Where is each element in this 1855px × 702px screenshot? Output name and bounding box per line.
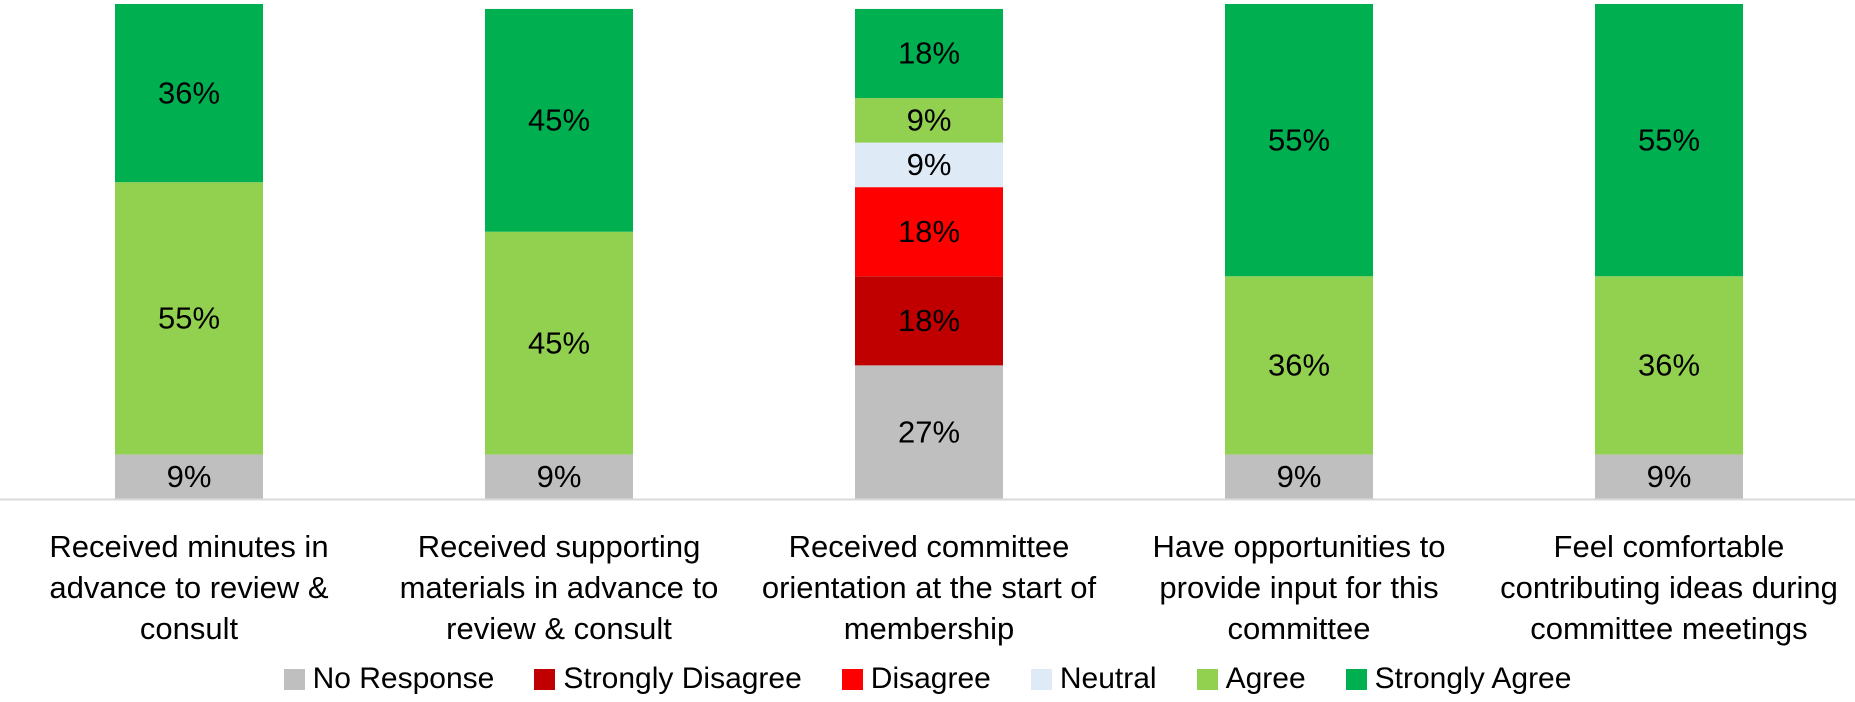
legend-swatch [1196, 668, 1218, 690]
x-tick-label: Have opportunities to provide input for … [1152, 529, 1446, 646]
legend-item: Neutral [1030, 662, 1157, 696]
bar-segment [855, 276, 1003, 366]
data-label: 9% [1277, 459, 1322, 494]
bar-segment [1225, 454, 1373, 499]
data-label: 9% [167, 459, 212, 494]
legend-swatch [283, 668, 305, 690]
data-label: 9% [907, 147, 952, 182]
data-label: 36% [1638, 348, 1700, 383]
data-label: 36% [158, 75, 220, 110]
bar-segment [855, 142, 1003, 188]
data-label: 55% [1268, 122, 1330, 157]
bar-segment [1595, 4, 1743, 277]
bar-segment [485, 8, 633, 232]
bar-segment [485, 454, 633, 499]
bar-segment [1595, 276, 1743, 455]
data-label: 36% [1268, 348, 1330, 383]
legend-label: Strongly Agree [1374, 662, 1572, 695]
legend-item: No Response [283, 662, 495, 696]
bar-segment [855, 187, 1003, 277]
legend-label: Disagree [870, 662, 991, 695]
x-tick-label: Received supporting materials in advance… [399, 529, 719, 646]
bar-segment [115, 4, 263, 183]
data-label: 18% [898, 303, 960, 338]
bar-segment [855, 98, 1003, 143]
legend-item: Disagree [841, 662, 991, 696]
legend-label: Neutral [1059, 662, 1157, 695]
bar-segment [115, 454, 263, 499]
legend-swatch [534, 668, 556, 690]
data-label: 45% [528, 325, 590, 360]
legend-label: Strongly Disagree [563, 662, 802, 695]
legend-item: Strongly Agree [1345, 662, 1572, 696]
legend-swatch [841, 668, 863, 690]
plot-area: 9% 55% 36% 9% 45% 45% 27% 18% 18% 9% 9% 18% 9% 36% 55%… [0, 4, 1855, 501]
bar-segment [115, 182, 263, 455]
legend-swatch [1030, 668, 1052, 690]
data-label: 9% [537, 459, 582, 494]
bar-segment [1595, 454, 1743, 499]
legend-item: Strongly Disagree [534, 662, 802, 696]
data-label: 9% [1647, 459, 1692, 494]
bar-segment [855, 8, 1003, 99]
data-label: 18% [898, 36, 960, 71]
legend-label: No Response [312, 662, 495, 695]
bar-segment [485, 231, 633, 455]
bar-segment [1225, 276, 1373, 455]
data-label: 27% [898, 414, 960, 449]
data-label: 55% [1638, 122, 1700, 157]
x-tick-label: Received committee orientation at the st… [761, 529, 1097, 646]
bar-segment [855, 365, 1003, 499]
legend-swatch [1345, 668, 1367, 690]
legend-item: Agree [1196, 662, 1306, 696]
x-tick-label: Received minutes in advance to review & … [49, 529, 329, 646]
x-tick-label: Feel comfortable contributing ideas duri… [1500, 529, 1838, 646]
data-label: 45% [528, 103, 590, 138]
data-label: 18% [898, 214, 960, 249]
data-label: 9% [907, 103, 952, 138]
legend-label: Agree [1225, 662, 1306, 695]
legend: No Response Strongly Disagree Disagree Neut… [0, 662, 1855, 696]
bar-segment [1225, 4, 1373, 277]
data-label: 55% [158, 301, 220, 336]
